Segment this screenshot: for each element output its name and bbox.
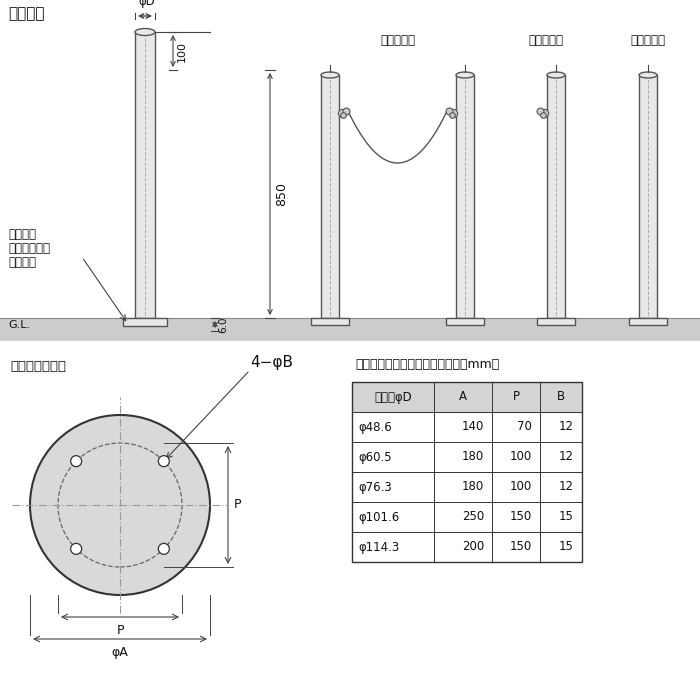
Text: φ76.3: φ76.3 (358, 480, 392, 494)
Bar (639, 75, 657, 318)
Bar (352, 442, 582, 472)
Text: 15: 15 (559, 510, 574, 524)
Ellipse shape (135, 29, 155, 36)
Text: 150: 150 (510, 540, 532, 554)
Text: P: P (116, 624, 124, 637)
Text: 12: 12 (559, 480, 574, 494)
Bar (456, 75, 474, 318)
Text: 150: 150 (510, 510, 532, 524)
Text: 850: 850 (275, 182, 288, 206)
Bar (123, 318, 167, 326)
Bar (352, 382, 582, 562)
Bar (537, 318, 575, 325)
Bar (321, 75, 339, 318)
Bar (0, 318, 700, 340)
Text: φ114.3: φ114.3 (358, 540, 399, 554)
Circle shape (30, 415, 210, 595)
Text: φ101.6: φ101.6 (358, 510, 399, 524)
Bar (352, 532, 582, 562)
Text: 140: 140 (461, 421, 484, 433)
Bar (352, 502, 582, 532)
Text: 12: 12 (559, 451, 574, 463)
Bar (446, 318, 484, 325)
Text: P: P (234, 498, 241, 512)
Bar (352, 472, 582, 502)
Text: 250: 250 (462, 510, 484, 524)
Text: P: P (512, 391, 519, 403)
Text: ベースプレート寸法表　＜単位：mm＞: ベースプレート寸法表 ＜単位：mm＞ (355, 358, 499, 371)
Text: 180: 180 (462, 480, 484, 494)
Circle shape (71, 543, 82, 554)
Text: 15: 15 (559, 540, 574, 554)
Text: 6.0: 6.0 (218, 316, 228, 332)
Text: 製品図面: 製品図面 (8, 6, 45, 21)
Text: 100: 100 (510, 480, 532, 494)
Text: ベースプレート: ベースプレート (10, 360, 66, 373)
Text: G.L.: G.L. (8, 320, 30, 330)
Text: あと施工: あと施工 (8, 228, 36, 241)
Circle shape (158, 543, 169, 554)
Text: φ60.5: φ60.5 (358, 451, 391, 463)
Bar (311, 318, 349, 325)
Text: 100: 100 (177, 41, 187, 62)
Ellipse shape (547, 72, 565, 78)
Bar (352, 412, 582, 442)
Text: 支柱径φD: 支柱径φD (374, 391, 412, 403)
Text: 100: 100 (510, 451, 532, 463)
Text: 180: 180 (462, 451, 484, 463)
Bar (547, 75, 565, 318)
Bar (629, 318, 667, 325)
Text: φ48.6: φ48.6 (358, 421, 392, 433)
Text: （別途）: （別途） (8, 256, 36, 269)
Text: 12: 12 (559, 421, 574, 433)
Text: 片フック付: 片フック付 (528, 34, 564, 47)
Ellipse shape (456, 72, 474, 78)
Ellipse shape (321, 72, 339, 78)
Text: φD: φD (139, 0, 155, 8)
Text: フックなし: フックなし (631, 34, 666, 47)
Circle shape (158, 456, 169, 467)
Text: 200: 200 (462, 540, 484, 554)
Bar (352, 382, 582, 412)
Text: アンカー固定: アンカー固定 (8, 242, 50, 255)
Text: 4−φB: 4−φB (250, 355, 293, 370)
Text: B: B (557, 391, 565, 403)
Ellipse shape (639, 72, 657, 78)
Circle shape (71, 456, 82, 467)
Bar (135, 32, 155, 318)
Text: A: A (459, 391, 467, 403)
Text: 70: 70 (517, 421, 532, 433)
Text: 両フック付: 両フック付 (380, 34, 415, 47)
Text: φA: φA (111, 646, 128, 659)
